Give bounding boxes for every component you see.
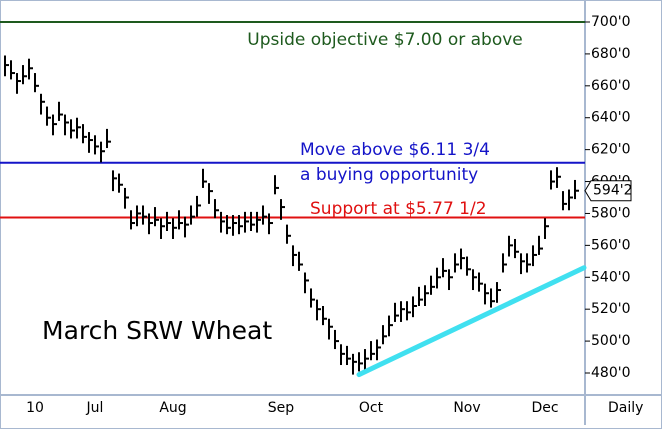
x-tick-label: Jul bbox=[86, 400, 104, 416]
y-tick-label: 700'0 bbox=[591, 14, 630, 30]
y-tick-label: 620'0 bbox=[591, 142, 630, 158]
x-tick-label: 10 bbox=[26, 400, 44, 416]
x-tick-label: Dec bbox=[531, 400, 558, 416]
last-price-label: 594'2 bbox=[593, 183, 632, 199]
chart-title: March SRW Wheat bbox=[42, 316, 272, 345]
y-tick-label: 680'0 bbox=[591, 46, 630, 62]
y-tick-label: 660'0 bbox=[591, 78, 630, 94]
trendline bbox=[356, 265, 587, 378]
annotation: Support at $5.77 1/2 bbox=[310, 199, 487, 219]
y-tick-label: 640'0 bbox=[591, 110, 630, 126]
x-tick-label: Sep bbox=[268, 400, 295, 416]
y-tick-label: 560'0 bbox=[591, 237, 630, 253]
y-tick-label: 480'0 bbox=[591, 365, 630, 381]
x-tick-label: Nov bbox=[453, 400, 480, 416]
annotation: a buying opportunity bbox=[300, 165, 478, 185]
x-tick-label: Aug bbox=[159, 400, 186, 416]
annotation: Move above $6.11 3/4 bbox=[300, 140, 490, 160]
y-tick-label: 500'0 bbox=[591, 333, 630, 349]
y-tick-label: 520'0 bbox=[591, 301, 630, 317]
y-tick-label: 580'0 bbox=[591, 205, 630, 221]
last-price-box bbox=[584, 180, 632, 202]
y-tick-label: 540'0 bbox=[591, 269, 630, 285]
annotation: Upside objective $7.00 or above bbox=[247, 30, 523, 50]
timeframe-label: Daily bbox=[608, 400, 643, 416]
x-tick-label: Oct bbox=[359, 400, 384, 416]
